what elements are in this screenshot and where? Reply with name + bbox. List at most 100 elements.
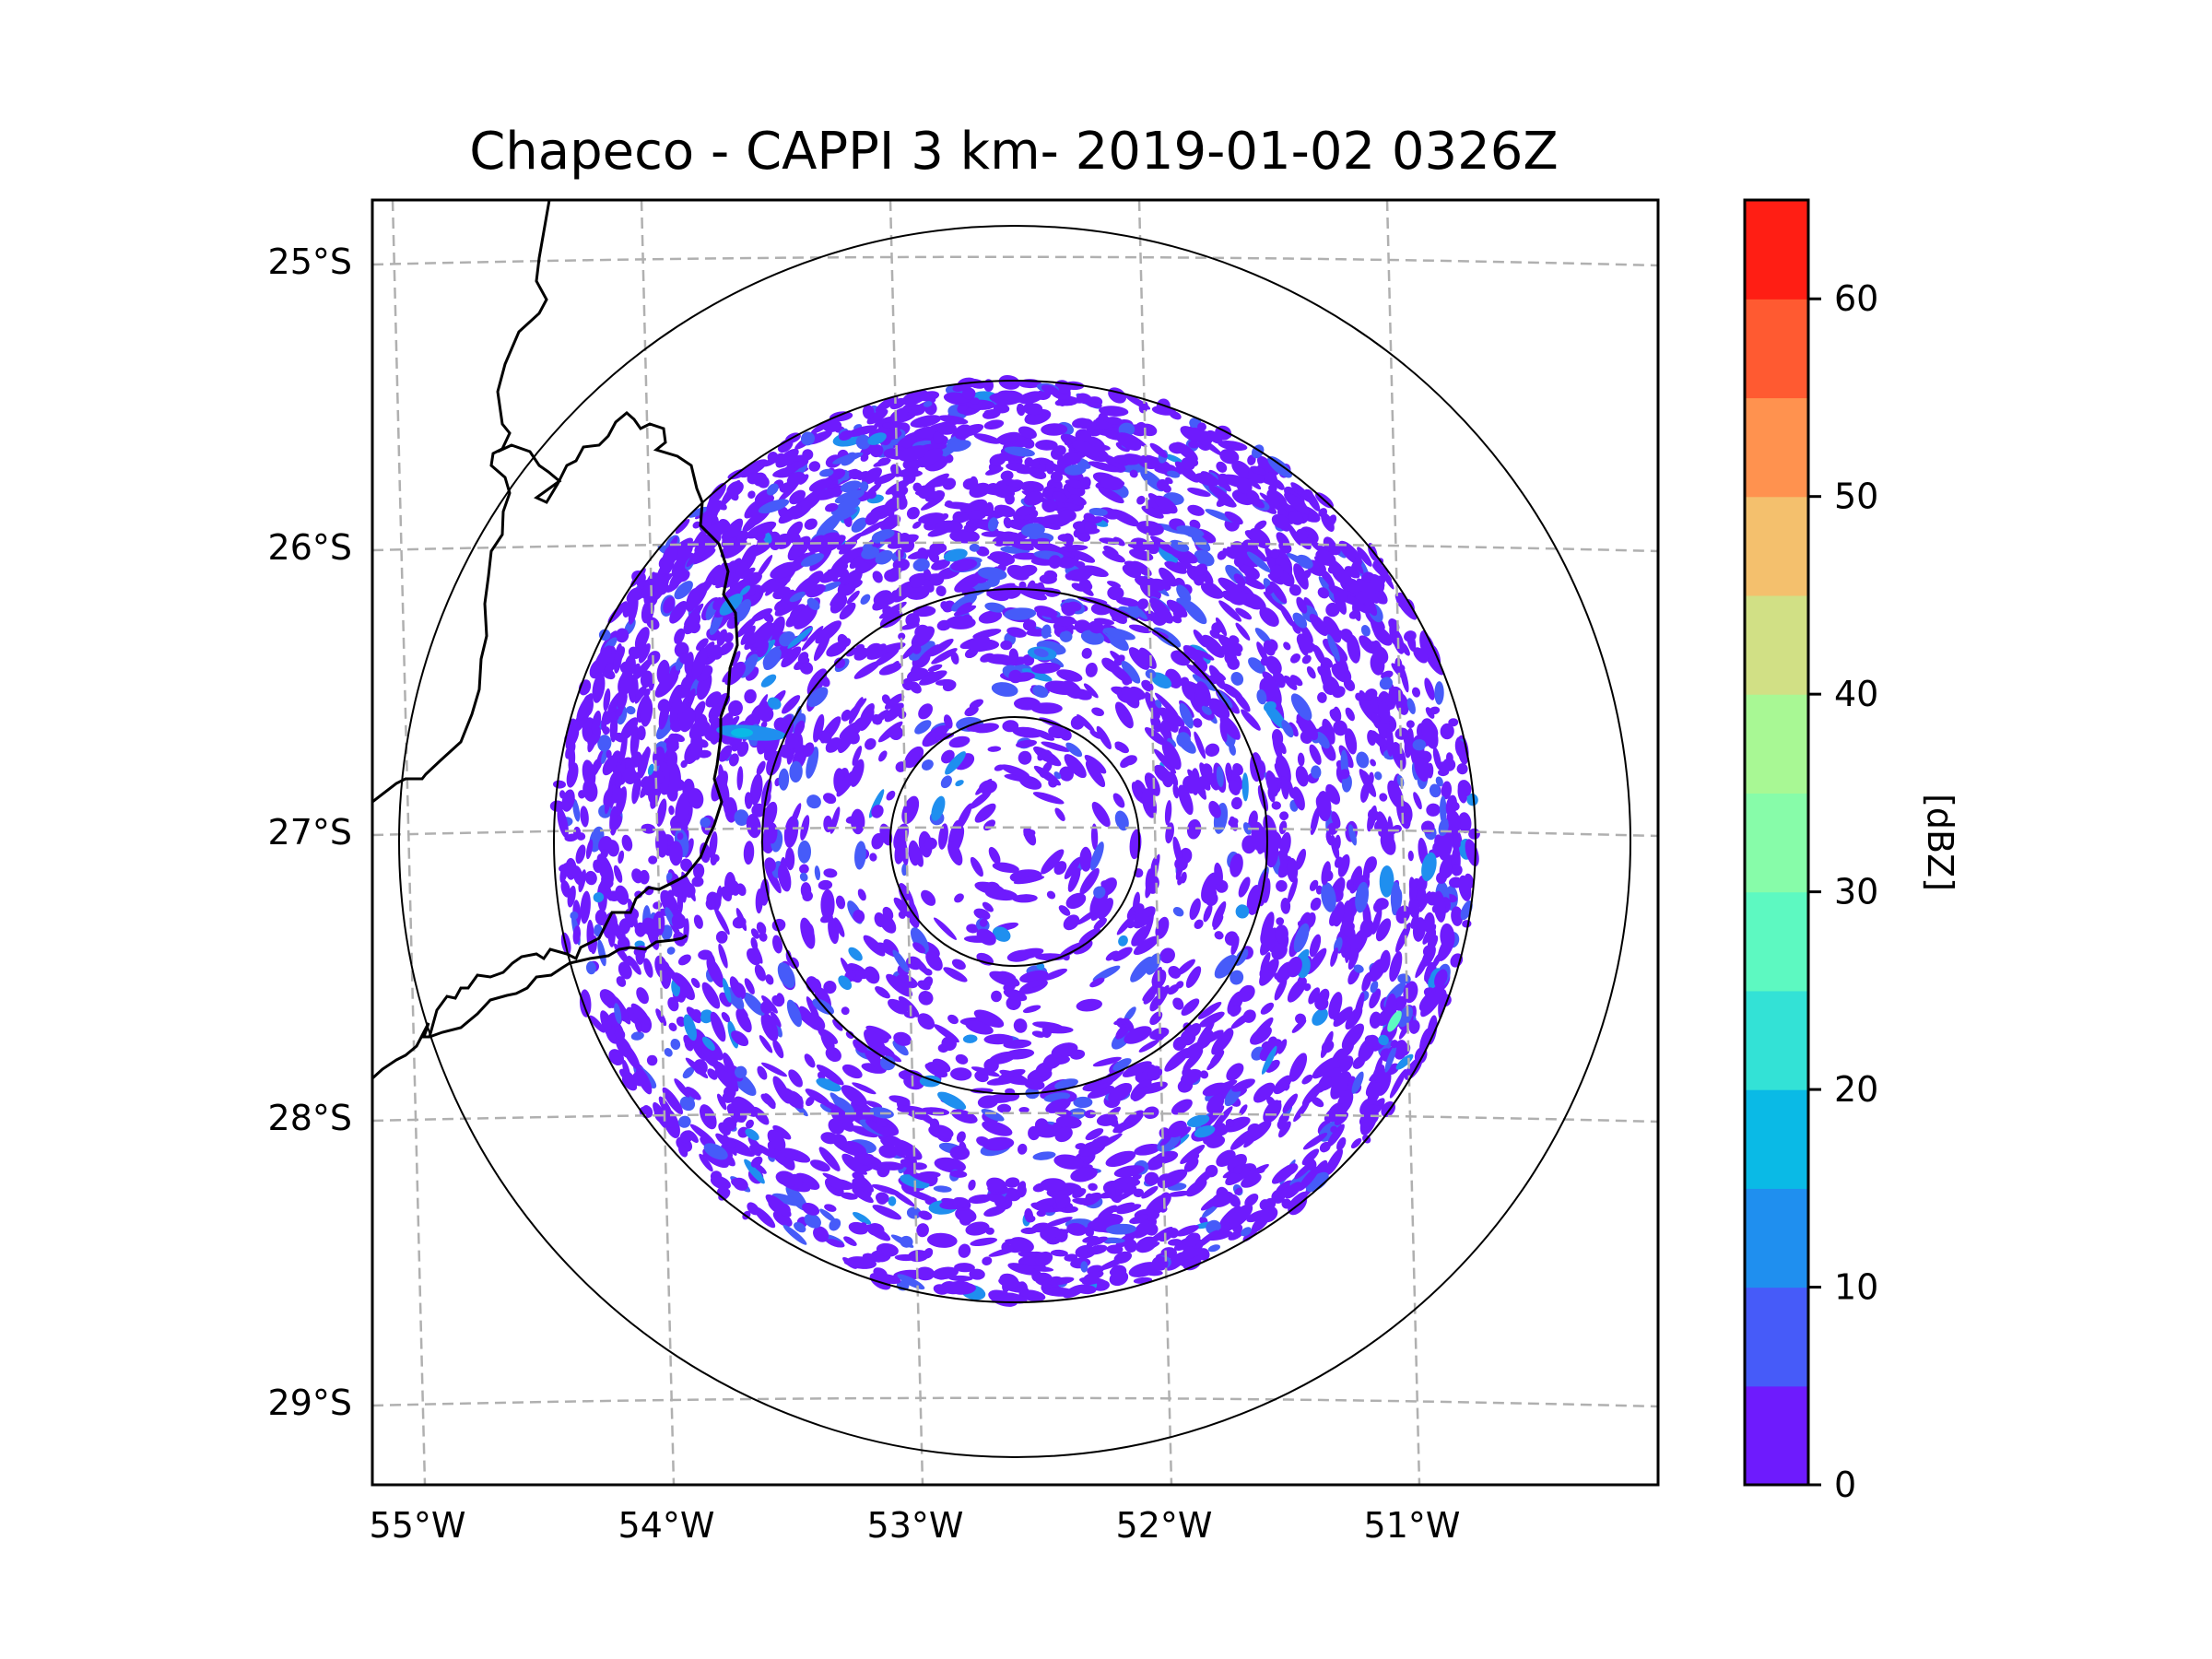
echo-cell: [1248, 657, 1265, 674]
echo-cell: [1353, 1026, 1360, 1035]
echo-cell: [960, 614, 973, 626]
echo-cell: [885, 566, 903, 580]
echo-cell: [1238, 984, 1255, 1002]
echo-cell: [745, 1119, 755, 1129]
echo-cell: [1178, 784, 1194, 816]
echo-cell: [594, 645, 612, 674]
echo-cell: [804, 1053, 816, 1068]
echo-cell: [1089, 977, 1105, 988]
echo-cell: [724, 632, 734, 643]
echo-cell: [1246, 489, 1260, 504]
colorbar-band: [1745, 1287, 1808, 1387]
echo-cell: [1442, 758, 1456, 771]
echo-cell: [1200, 1105, 1225, 1130]
echo-cell: [634, 627, 650, 651]
echo-cell: [1065, 1206, 1078, 1213]
echo-cell: [1221, 1028, 1232, 1041]
echo-cell: [1027, 403, 1043, 416]
state-borders: [372, 200, 739, 1080]
echo-cell: [700, 817, 711, 828]
echo-cell: [1000, 1292, 1028, 1304]
echo-cell: [1348, 610, 1359, 619]
echo-cell: [668, 841, 683, 866]
echo-cell: [921, 889, 936, 906]
echo-cell: [1265, 584, 1275, 595]
echo-cell: [1364, 688, 1378, 701]
echo-cell: [699, 1153, 713, 1172]
echo-cell: [1136, 495, 1146, 505]
echo-cell: [744, 688, 757, 704]
echo-cell: [1118, 935, 1128, 947]
echo-cell: [1071, 582, 1086, 592]
echo-cell: [802, 1203, 820, 1216]
echo-cell: [739, 567, 756, 580]
echo-cell: [1241, 772, 1249, 802]
echo-cell: [1165, 1252, 1188, 1271]
echo-cell: [859, 481, 869, 491]
echo-cell: [1317, 691, 1327, 703]
echo-cell: [1357, 578, 1379, 604]
echo-cell: [1218, 440, 1248, 452]
echo-cell: [682, 1066, 695, 1079]
echo-cell: [840, 1192, 858, 1200]
colorbar: 0 10 20 30 40 50 60 [dBZ]: [1743, 198, 1960, 1505]
echo-cell: [1356, 751, 1370, 769]
echo-cell: [1149, 597, 1173, 624]
echo-cell: [621, 834, 633, 852]
echo-cell: [1033, 648, 1049, 658]
echo-cell: [1164, 453, 1183, 464]
echo-cell: [677, 888, 684, 913]
echo-cell: [1085, 760, 1106, 788]
echo-cell: [718, 764, 725, 791]
echo-cell: [700, 1104, 717, 1130]
echo-cell: [639, 746, 650, 779]
meridian-gridline: [1137, 200, 1173, 1485]
echo-cell: [841, 1064, 863, 1079]
echo-cell: [1207, 1244, 1220, 1253]
echo-cell: [1106, 1223, 1136, 1235]
echo-cell: [954, 573, 983, 593]
echo-cell: [608, 913, 623, 942]
echo-cell: [841, 709, 852, 722]
echo-cell: [1230, 935, 1240, 956]
echo-cell: [585, 961, 596, 975]
echo-cell: [1061, 602, 1077, 617]
echo-cell: [1040, 1178, 1066, 1192]
echo-cell: [979, 918, 988, 927]
echo-cell: [1058, 905, 1071, 916]
echo-cell: [615, 771, 622, 789]
echo-cell: [865, 1100, 883, 1109]
echo-cell: [1087, 1244, 1108, 1255]
echo-cell: [1325, 602, 1340, 618]
echo-cell: [853, 1173, 874, 1193]
echo-cell: [1296, 633, 1314, 653]
echo-cell: [916, 448, 944, 468]
echo-cell: [1338, 769, 1350, 780]
echo-cell: [1387, 780, 1404, 809]
echo-cell: [1093, 917, 1107, 930]
echo-cell: [1187, 488, 1211, 497]
echo-cell: [1002, 478, 1028, 488]
echo-cell: [1208, 800, 1221, 818]
echo-cell: [797, 840, 812, 864]
echo-cell: [1034, 1251, 1053, 1266]
echo-cell: [685, 1057, 709, 1079]
echo-cell: [1315, 885, 1323, 895]
echo-cell: [1380, 832, 1396, 855]
echo-cell: [786, 999, 802, 1028]
echo-cell: [986, 1193, 1006, 1204]
echo-cell: [1335, 569, 1351, 584]
echo-cell: [1280, 1186, 1290, 1199]
echo-cell: [1233, 1165, 1243, 1174]
echo-cell: [1041, 1028, 1052, 1038]
echo-cell: [784, 847, 795, 871]
echo-cell: [734, 598, 752, 623]
echo-cell: [1394, 995, 1407, 1011]
echo-cell: [949, 1146, 971, 1160]
echo-cell: [1451, 906, 1464, 926]
echo-cell: [983, 1206, 1006, 1218]
parallel-gridline: [372, 1396, 1658, 1408]
echo-cell: [1022, 1005, 1041, 1014]
echo-cell: [1018, 426, 1037, 440]
echo-cell: [953, 1196, 968, 1208]
